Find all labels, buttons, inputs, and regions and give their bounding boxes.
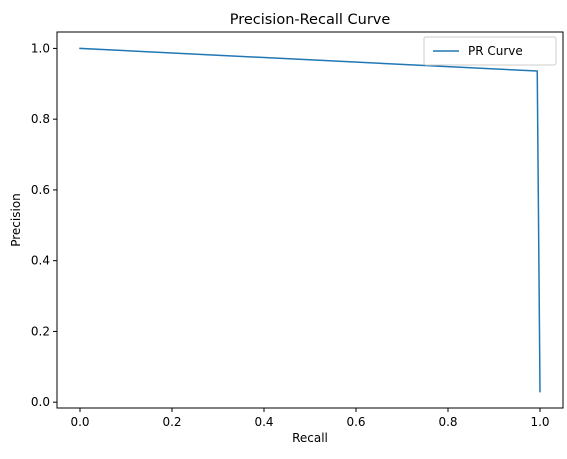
plot-area [56,31,564,409]
legend-label-pr-curve: PR Curve [468,44,523,58]
legend: PR Curve [423,36,557,66]
y-tick-label: 1.0 [31,41,50,55]
x-tick-label: 0.4 [254,415,273,429]
x-axis-label: Recall [292,431,328,445]
x-tick-label: 0.6 [346,415,365,429]
y-axis: 0.0 0.2 0.4 0.6 0.8 1.0 [31,41,57,409]
y-tick-label: 0.8 [31,112,50,126]
x-axis: 0.0 0.2 0.4 0.6 0.8 1.0 [70,408,550,429]
x-tick-label: 0.8 [438,415,457,429]
series-line-pr-curve [79,47,541,393]
y-axis-label: Precision [9,193,23,247]
y-tick-label: 0.2 [31,324,50,338]
y-tick-label: 0.4 [31,254,50,268]
legend-box [423,36,557,66]
x-tick-label: 1.0 [530,415,549,429]
chart-title: Precision-Recall Curve [230,12,391,28]
x-tick-label: 0.2 [162,415,181,429]
x-tick-label: 0.0 [70,415,89,429]
y-tick-label: 0.6 [31,183,50,197]
series-layer [79,47,541,393]
y-tick-label: 0.0 [31,395,50,409]
